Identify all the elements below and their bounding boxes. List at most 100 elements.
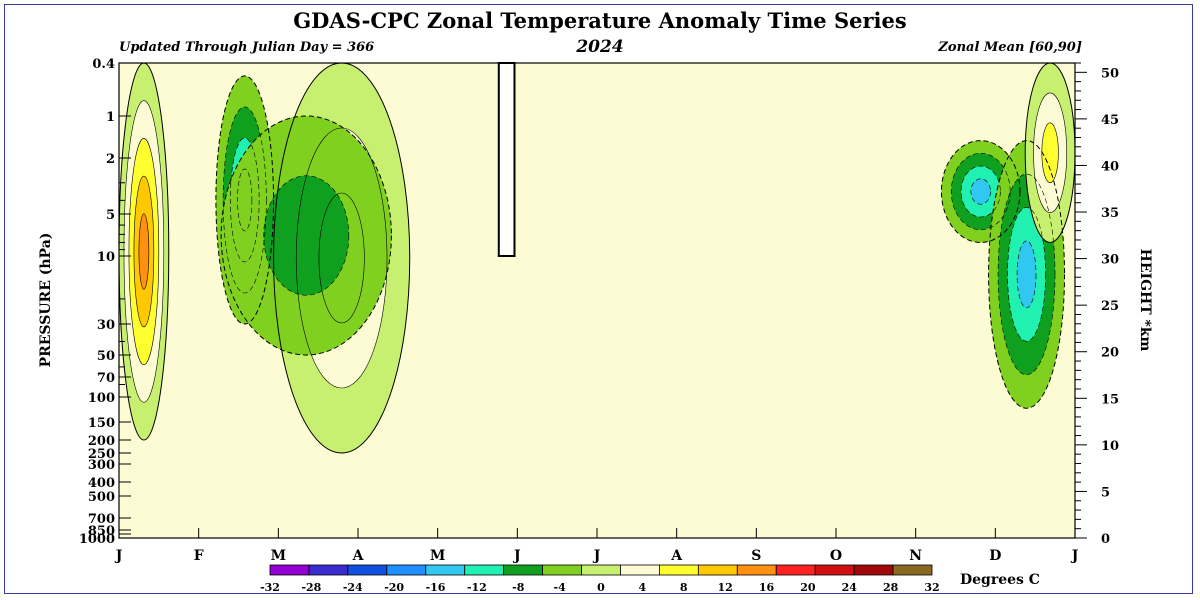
pressure-tick-label: 10	[97, 250, 115, 265]
pressure-tick-label: 400	[88, 476, 115, 491]
pressure-tick-label: 1	[106, 110, 115, 125]
figure-frame	[4, 4, 1193, 594]
contour-lines	[119, 63, 1075, 454]
colorbar-units-label: Degrees C	[960, 572, 1040, 588]
contour-2-0	[273, 63, 411, 454]
colorbar-swatch-14	[814, 564, 855, 576]
pressure-tick-label: 100	[88, 391, 115, 406]
anomaly-5-level-3	[1017, 240, 1037, 308]
pressure-tick-label: 1000	[79, 532, 115, 547]
contour-4-3	[970, 178, 991, 205]
contour-5-0	[988, 140, 1066, 409]
colorbar-swatch-3	[386, 564, 427, 576]
colorbar-level-label: 24	[842, 581, 858, 594]
contour-3-1	[263, 175, 350, 296]
contour-4-2	[960, 165, 1001, 218]
contour-3-0	[220, 115, 392, 356]
month-tick-label: A	[352, 548, 365, 564]
colorbar-level-label: -28	[301, 581, 321, 594]
colorbar-level-label: -32	[260, 581, 280, 594]
colorbar: -32 -28 -24 -20 -16 -12 -8 -4 0 4 8 12 16 20 24 28 32	[260, 564, 940, 594]
contour-1-0	[215, 75, 275, 325]
height-tick-label: 25	[1101, 299, 1119, 314]
contour-5-1	[997, 173, 1056, 376]
contour-4-0	[940, 140, 1021, 243]
pressure-tick-label: 5	[106, 208, 115, 223]
contour-0-2	[128, 138, 160, 365]
month-tick-label: A	[670, 548, 683, 564]
colorbar-level-label: 12	[717, 581, 732, 594]
colorbar-level-label: -12	[467, 581, 487, 594]
pressure-tick-label: 250	[88, 447, 115, 462]
height-tick-label: 35	[1101, 206, 1119, 221]
colorbar-level-label: 20	[800, 581, 816, 594]
year-label: 2024	[576, 37, 624, 57]
axes: 0.41251030507010015020025030040050070085…	[79, 57, 1119, 564]
contour-6-2	[1041, 122, 1059, 183]
height-tick-label: 5	[1101, 485, 1110, 500]
contour-2-1	[295, 127, 388, 389]
pressure-tick-label: 70	[97, 371, 115, 386]
contour-1-2	[230, 137, 260, 263]
pressure-tick-label: 500	[88, 490, 115, 505]
colorbar-level-label: 8	[680, 581, 688, 594]
month-tick-label: M	[271, 548, 287, 564]
anomaly-fields	[119, 63, 1075, 453]
colorbar-swatch-11	[697, 564, 738, 576]
height-tick-label: 30	[1101, 253, 1119, 268]
pressure-tick-label: 700	[88, 512, 115, 527]
pressure-tick-label: 2	[106, 152, 115, 167]
colorbar-swatch-10	[659, 564, 699, 576]
colorbar-swatch-4	[425, 564, 466, 576]
pressure-tick-label: 30	[97, 318, 115, 333]
anomaly-4-level-3	[970, 178, 991, 205]
month-tick-label: S	[751, 548, 761, 564]
height-tick-label: 40	[1101, 159, 1119, 174]
colorbar-level-label: -8	[512, 581, 525, 594]
colorbar-level-label: -20	[384, 581, 404, 594]
month-tick-label: N	[909, 548, 922, 564]
contour-0-4	[138, 213, 150, 290]
pressure-tick-label: 50	[97, 349, 115, 364]
chart-title: GDAS-CPC Zonal Temperature Anomaly Time …	[293, 8, 907, 33]
contour-5-2	[1007, 207, 1046, 342]
height-tick-label: 50	[1101, 66, 1119, 81]
colorbar-level-label: -24	[343, 581, 363, 594]
colorbar-swatch-0	[269, 564, 310, 576]
colorbar-swatch-6	[503, 564, 543, 576]
colorbar-level-label: 16	[759, 581, 775, 594]
pressure-tick-label: 300	[88, 458, 115, 473]
colorbar-swatch-12	[736, 564, 777, 576]
anomaly-3-level-1	[263, 175, 349, 296]
colorbar-swatch-9	[620, 564, 660, 576]
zonal-mean-label: Zonal Mean [60,90]	[938, 40, 1082, 55]
contour-1-3	[237, 168, 253, 232]
month-tick-label: F	[194, 548, 204, 564]
month-tick-label: D	[989, 548, 1001, 564]
colorbar-swatch-16	[892, 564, 933, 576]
pressure-tick-label: 150	[88, 416, 115, 431]
colorbar-level-label: 32	[924, 581, 939, 594]
month-tick-label: J	[1070, 548, 1079, 564]
contour-4-1	[950, 153, 1011, 231]
contour-1-1	[222, 106, 267, 294]
month-tick-label: J	[512, 548, 521, 564]
colorbar-swatch-1	[308, 564, 349, 576]
month-tick-label: J	[114, 548, 123, 564]
contour-0-0	[119, 63, 170, 441]
colorbar-level-label: 4	[639, 581, 647, 594]
colorbar-swatch-2	[347, 564, 388, 576]
colorbar-swatch-8	[581, 564, 621, 576]
colorbar-swatch-5	[464, 564, 505, 576]
month-tick-label: O	[830, 548, 842, 564]
colorbar-level-label: -4	[554, 581, 567, 594]
anomaly-0-level-4	[138, 213, 149, 290]
colorbar-level-label: -16	[426, 581, 446, 594]
colorbar-level-label: 28	[883, 581, 899, 594]
colorbar-swatch-15	[853, 564, 894, 576]
contour-0-1	[123, 100, 165, 403]
pressure-tick-label: 200	[88, 434, 115, 449]
colorbar-swatch-7	[542, 564, 582, 576]
pressure-tick-label: 850	[88, 524, 115, 539]
